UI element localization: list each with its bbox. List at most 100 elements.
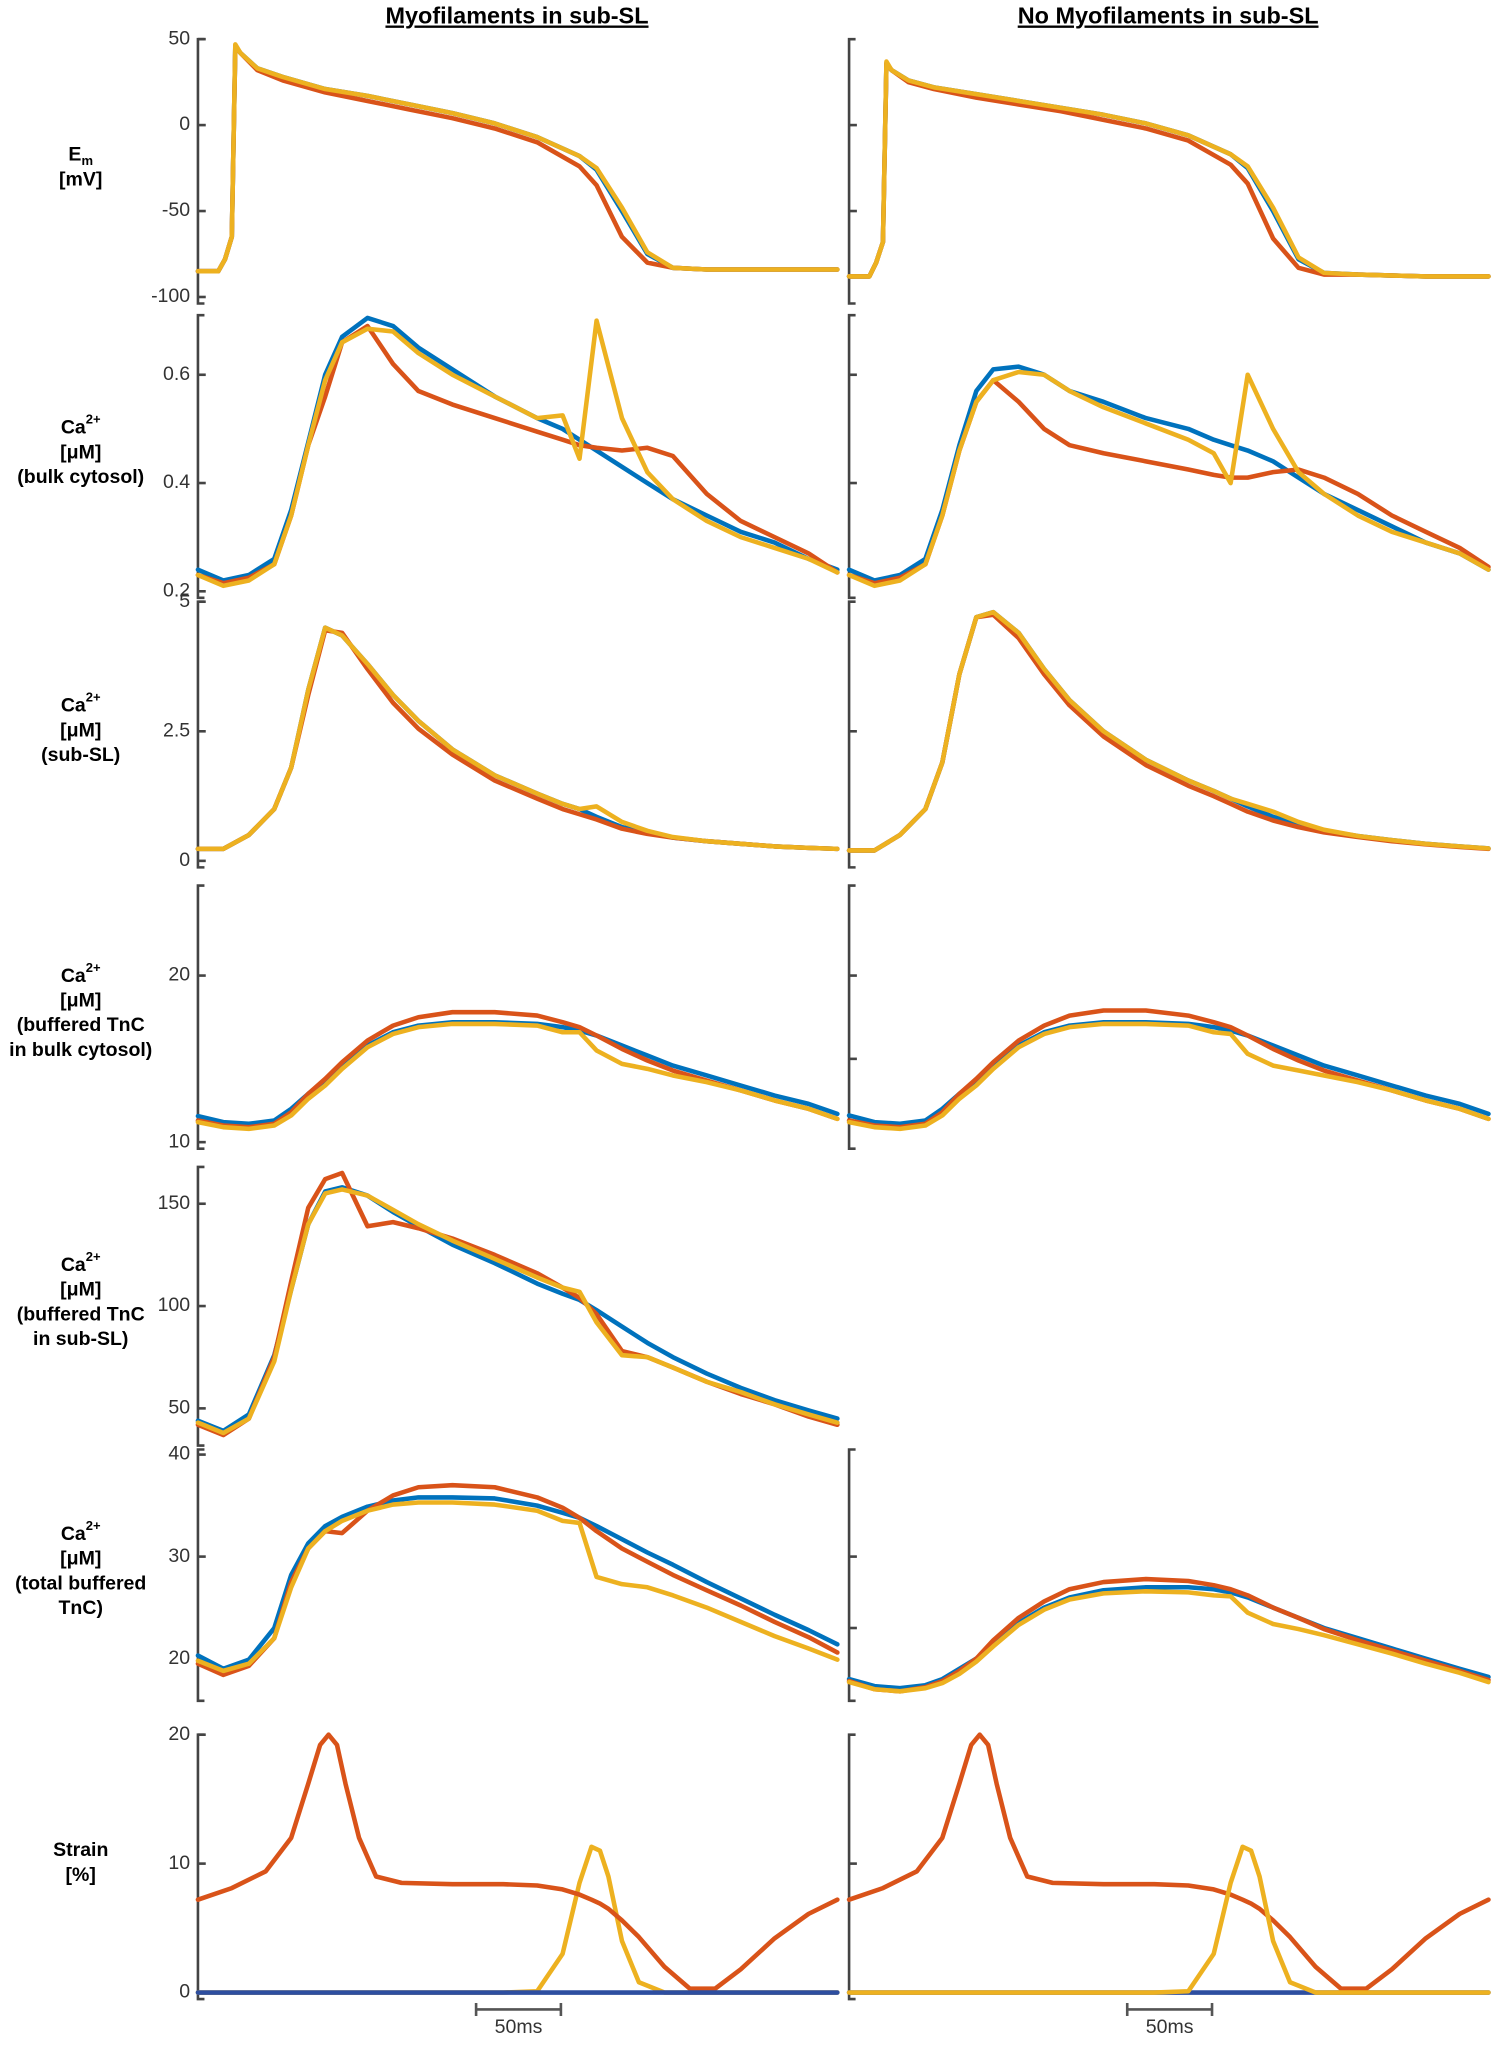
series-line: [846, 1021, 1491, 1132]
row-label-sup: 2+: [86, 1518, 101, 1533]
y-axis: [847, 600, 856, 869]
row-label-text: (bulk cytosol): [17, 466, 144, 488]
y-tick-label: 40: [168, 1443, 190, 1465]
scale-bar-label: 50ms: [495, 2016, 543, 2038]
series-line: [846, 1584, 1491, 1691]
row-label: (bulk cytosol): [17, 466, 144, 488]
row-label: in sub-SL): [33, 1328, 128, 1350]
row-label: [μM]: [60, 1548, 101, 1570]
row-label-sup: 2+: [86, 690, 101, 705]
y-tick-label: 20: [168, 1647, 190, 1669]
y-tick-label: 0: [179, 1981, 190, 2003]
row-label: [μM]: [60, 441, 101, 463]
y-axis: [196, 37, 205, 305]
series-line: [195, 627, 840, 852]
row-label-text: E: [68, 144, 81, 166]
row-label-text: Ca: [61, 965, 86, 987]
series-line: [846, 609, 1491, 853]
series-line: [846, 1844, 1491, 1995]
row-label-text: [μM]: [60, 719, 101, 741]
row-label: [μM]: [60, 719, 101, 741]
row-label-text: (buffered TnC: [17, 1014, 145, 1036]
row-label: Ca2+: [61, 1518, 101, 1545]
y-axis: [196, 313, 205, 600]
y-tick-label: 10: [168, 1852, 190, 1874]
y-tick-label: 0.4: [163, 471, 190, 493]
series-line: [195, 1732, 840, 1991]
series-line: [846, 60, 1491, 279]
row-label-text: (sub-SL): [41, 744, 120, 766]
y-tick-label: 20: [168, 1723, 190, 1745]
series-line: [846, 60, 1491, 279]
row-label-text: [μM]: [60, 990, 101, 1012]
y-tick-label: 50: [168, 27, 190, 49]
series-line: [195, 1495, 840, 1672]
row-label-text: in sub-SL): [33, 1328, 128, 1350]
row-label-text: Ca: [61, 695, 86, 717]
y-tick-label: 10: [168, 1130, 190, 1152]
series-line: [846, 59, 1491, 279]
y-tick-label: 0.2: [163, 579, 190, 601]
row-label-text: [%]: [66, 1864, 96, 1886]
row-label: [mV]: [59, 169, 102, 191]
row-label-text: (buffered TnC: [17, 1304, 145, 1326]
row-label-sup: 2+: [86, 960, 101, 975]
y-tick-label: 50: [168, 1397, 190, 1419]
y-tick-label: -100: [151, 285, 190, 307]
series-line: [195, 315, 840, 583]
row-label-text: [μM]: [60, 1279, 101, 1301]
scale-bar: [474, 2002, 563, 2016]
series-line: [195, 318, 840, 589]
series-line: [846, 364, 1491, 583]
row-label-text: Ca: [61, 1254, 86, 1276]
row-label-text: Ca: [61, 1523, 86, 1545]
row-label-sup: 2+: [86, 1249, 101, 1264]
y-axis: [847, 1448, 856, 1703]
row-label: TnC): [59, 1597, 103, 1619]
y-axis: [196, 1733, 205, 2001]
row-label: Ca2+: [61, 690, 101, 717]
row-label: in bulk cytosol): [9, 1039, 152, 1061]
row-label-text: Strain: [53, 1839, 108, 1861]
row-label-text: Ca: [61, 417, 86, 439]
y-axis: [847, 37, 856, 305]
row-label: [μM]: [60, 1279, 101, 1301]
y-axis: [847, 1733, 856, 2001]
y-axis: [847, 884, 856, 1150]
row-label-text: in bulk cytosol): [9, 1039, 152, 1061]
row-label: Em: [68, 144, 93, 169]
row-label-text: [μM]: [60, 1548, 101, 1570]
y-axis: [196, 884, 205, 1150]
y-tick-label: 30: [168, 1545, 190, 1567]
y-tick-label: 0: [179, 849, 190, 871]
series-line: [846, 1732, 1491, 1991]
row-label: (buffered TnC: [17, 1304, 145, 1326]
y-tick-label: 2.5: [163, 719, 190, 741]
scale-bar-label: 50ms: [1146, 2016, 1194, 2038]
series-line: [195, 625, 840, 852]
series-line: [846, 377, 1491, 586]
series-line: [846, 1589, 1491, 1694]
y-tick-label: 20: [168, 964, 190, 986]
series-line: [846, 612, 1491, 853]
row-label-text: [μM]: [60, 441, 101, 463]
y-tick-label: -50: [162, 199, 190, 221]
y-tick-label: 100: [158, 1294, 191, 1316]
series-line: [846, 609, 1491, 853]
series-line: [195, 42, 840, 274]
y-axis: [847, 313, 856, 600]
row-label: (total buffered: [15, 1572, 146, 1594]
row-label-text: [mV]: [59, 169, 102, 191]
row-label: Ca2+: [61, 1249, 101, 1276]
y-axis: [196, 600, 205, 869]
y-axis: [196, 1448, 205, 1703]
series-line: [195, 323, 840, 586]
row-label: (buffered TnC: [17, 1014, 145, 1036]
row-label-text: (total buffered: [15, 1572, 146, 1594]
row-label-sup: 2+: [86, 412, 101, 427]
series-line: [195, 1021, 840, 1132]
y-tick-label: 0: [179, 113, 190, 135]
y-tick-label: 0.6: [163, 363, 190, 385]
series-line: [195, 625, 840, 852]
series-line: [846, 369, 1491, 589]
